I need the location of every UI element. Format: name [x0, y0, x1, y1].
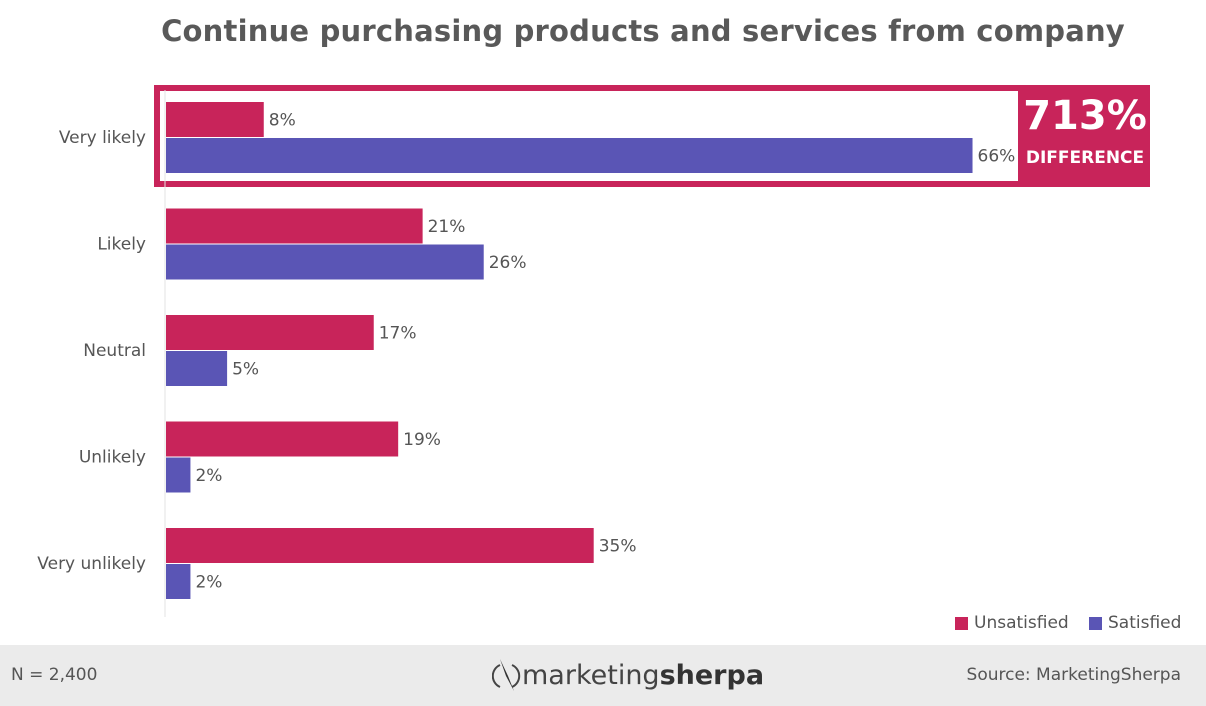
- logo-text-bold: sherpa: [659, 659, 765, 691]
- bar-unsatisfied: [166, 421, 399, 457]
- data-label: 35%: [599, 537, 637, 557]
- bar-unsatisfied: [166, 528, 594, 563]
- category-label: Unlikely: [79, 448, 146, 468]
- legend-label: Satisfied: [1108, 613, 1182, 633]
- bar-satisfied: [166, 564, 191, 599]
- sample-size: N = 2,400: [11, 665, 98, 685]
- source: Source: MarketingSherpa: [966, 665, 1181, 685]
- category-label: Neutral: [83, 341, 146, 361]
- data-label: 8%: [269, 111, 296, 131]
- legend-label: Unsatisfied: [974, 613, 1069, 633]
- data-label: 5%: [232, 360, 259, 380]
- data-label: 2%: [195, 466, 222, 486]
- bar-unsatisfied: [166, 208, 423, 244]
- bar-unsatisfied: [166, 102, 264, 137]
- category-label: Likely: [97, 235, 146, 255]
- category-label: Very unlikely: [37, 554, 146, 574]
- data-label: 26%: [489, 253, 527, 273]
- logo-text-light: marketing: [522, 659, 660, 691]
- chart-title: Continue purchasing products and service…: [161, 14, 1125, 48]
- data-label: 19%: [403, 430, 441, 450]
- bar-chart: Very likely 8% 66% Likely 21% 26% Neutral 17% 5%…: [37, 90, 1016, 617]
- bar-satisfied: [166, 351, 228, 386]
- highlight-box: 713% DIFFERENCE: [154, 85, 1150, 187]
- legend-swatch-unsatisfied: [955, 616, 968, 630]
- marketingsherpa-logo: marketing sherpa: [492, 657, 764, 693]
- bar-satisfied: [166, 244, 484, 280]
- legend-unsatisfied: Unsatisfied: [955, 613, 1069, 633]
- data-label: 21%: [428, 217, 466, 237]
- difference-label: DIFFERENCE: [1025, 148, 1145, 168]
- legend-satisfied: Satisfied: [1089, 613, 1181, 633]
- difference-value: 713%: [1023, 93, 1147, 139]
- compass-icon: [492, 659, 521, 691]
- bar-satisfied: [166, 457, 191, 493]
- data-label: 66%: [978, 147, 1016, 167]
- bar-satisfied: [166, 138, 973, 173]
- footer: N = 2,400 marketing sherpa Source: Market…: [0, 645, 1206, 706]
- legend-swatch-satisfied: [1089, 616, 1102, 630]
- category-label: Very likely: [59, 128, 146, 148]
- data-label: 2%: [195, 573, 222, 593]
- data-label: 17%: [379, 324, 417, 344]
- bar-unsatisfied: [166, 315, 374, 350]
